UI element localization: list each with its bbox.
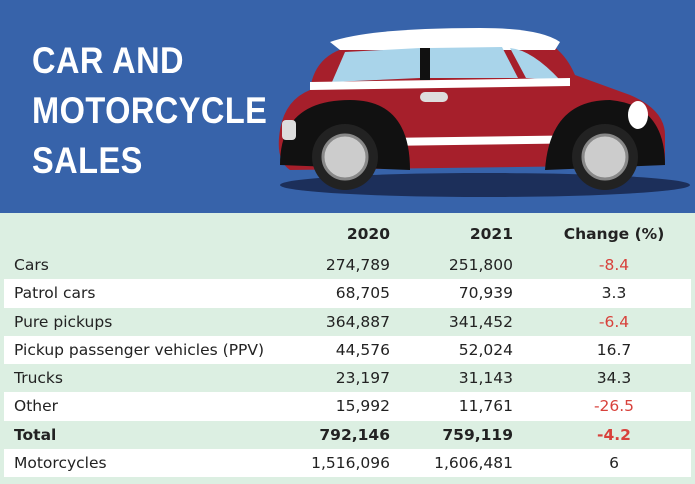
car-illustration (270, 20, 690, 205)
table-row: Other 15,992 11,761 -26.5 (4, 392, 691, 420)
table-row: Pure pickups 364,887 341,452 -6.4 (4, 308, 691, 336)
cell: 44,576 (336, 336, 390, 364)
cell: 759,119 (442, 421, 513, 449)
column-header: 2021 (470, 218, 513, 251)
column-header: Change (%) (554, 218, 674, 251)
title-line: CAR AND (32, 36, 267, 86)
cell: -4.2 (554, 421, 674, 449)
cell: 341,452 (449, 308, 513, 336)
row-label: Cars (14, 251, 49, 279)
header-row: 2020 2021 Change (%) (4, 218, 691, 251)
table-row: Total 792,146 759,119 -4.2 (4, 421, 691, 449)
cell: 52,024 (459, 336, 513, 364)
title-line: MOTORCYCLE (32, 86, 267, 136)
sales-table: 2020 2021 Change (%) Cars 274,789 251,800 -8.4… (4, 218, 691, 477)
row-label: Trucks (14, 364, 63, 392)
table-row: Patrol cars 68,705 70,939 3.3 (4, 279, 691, 307)
cell: 3.3 (554, 279, 674, 307)
cell: 11,761 (459, 392, 513, 420)
title-line: SALES (32, 136, 267, 186)
cell: 1,606,481 (434, 449, 513, 477)
cell: 274,789 (326, 251, 390, 279)
cell: -6.4 (554, 308, 674, 336)
cell: 792,146 (319, 421, 390, 449)
table-row: Pickup passenger vehicles (PPV) 44,576 52,… (4, 336, 691, 364)
cell: -8.4 (554, 251, 674, 279)
cell: 31,143 (459, 364, 513, 392)
row-label: Total (14, 421, 56, 449)
cell: 251,800 (449, 251, 513, 279)
cell: 70,939 (459, 279, 513, 307)
table-row: Motorcycles 1,516,096 1,606,481 6 (4, 449, 691, 477)
row-label: Motorcycles (14, 449, 107, 477)
cell: 23,197 (336, 364, 390, 392)
cell: 16.7 (554, 336, 674, 364)
cell: 6 (554, 449, 674, 477)
cell: 15,992 (336, 392, 390, 420)
table-row: Trucks 23,197 31,143 34.3 (4, 364, 691, 392)
cell: 1,516,096 (311, 449, 390, 477)
cell: 68,705 (336, 279, 390, 307)
row-label: Pickup passenger vehicles (PPV) (14, 336, 264, 364)
table-row: Cars 274,789 251,800 -8.4 (4, 251, 691, 279)
cell: 364,887 (326, 308, 390, 336)
column-header: 2020 (347, 218, 390, 251)
row-label: Pure pickups (14, 308, 112, 336)
infographic: CAR ANDMOTORCYCLESALES 2020 2021 Change (%… (0, 0, 695, 484)
row-label: Patrol cars (14, 279, 95, 307)
row-label: Other (14, 392, 58, 420)
cell: -26.5 (554, 392, 674, 420)
cell: 34.3 (554, 364, 674, 392)
